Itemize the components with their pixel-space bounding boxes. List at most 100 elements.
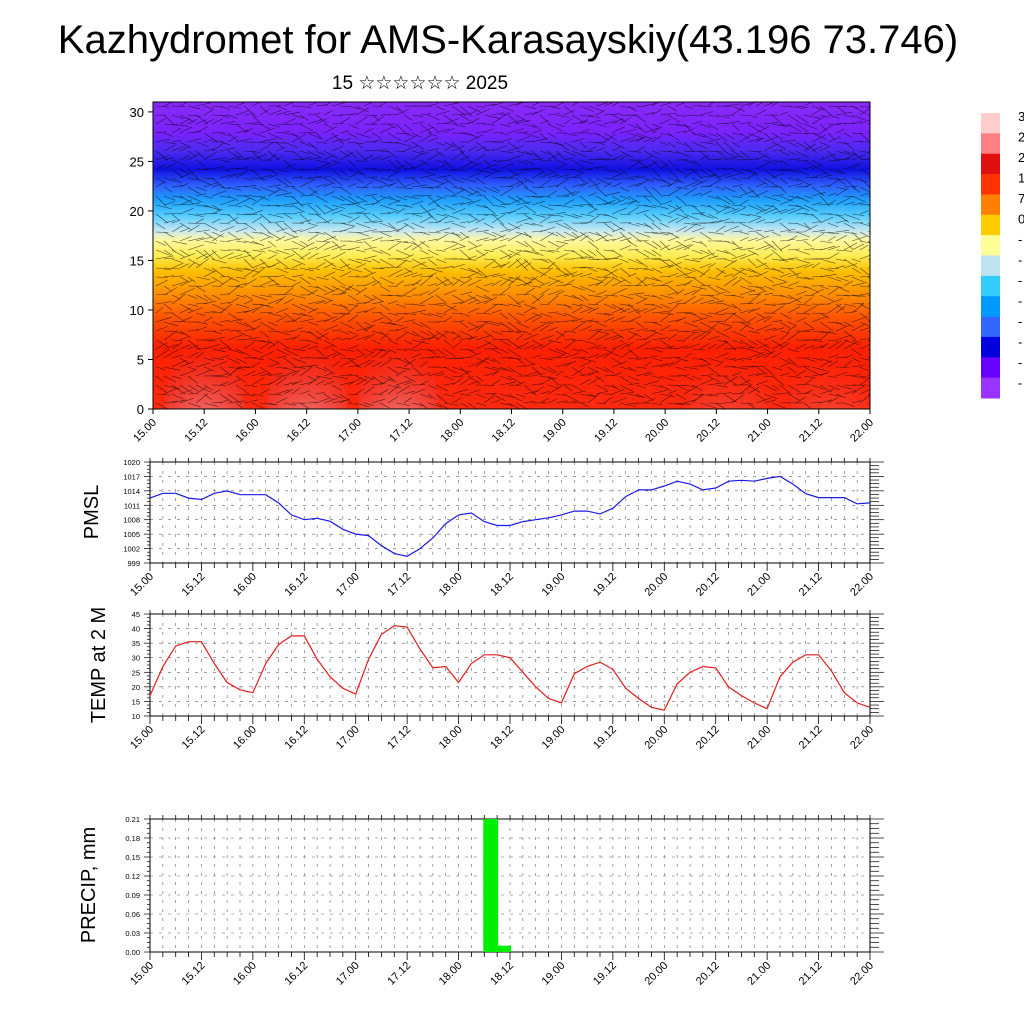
- wind-barb: [195, 347, 207, 350]
- wind-barb: [835, 150, 851, 156]
- wind-barb: [347, 304, 358, 314]
- wind-barb: [555, 231, 566, 239]
- wind-barb: [691, 159, 702, 168]
- wind-barb: [603, 177, 620, 180]
- wind-barb: [195, 326, 207, 332]
- wind-barb: [435, 276, 447, 286]
- wind-barb: [843, 114, 854, 118]
- wind-barb: [275, 389, 290, 395]
- wind-barb: [163, 303, 172, 311]
- wind-barb: [603, 249, 615, 252]
- wind-barb: [595, 158, 611, 161]
- wind-barb: [715, 321, 732, 327]
- wind-barb: [195, 159, 207, 168]
- wind-barb: [427, 137, 439, 143]
- colorbar-swatch: [981, 336, 1000, 358]
- wind-barb: [603, 199, 616, 206]
- wind-barb: [467, 227, 479, 233]
- wind-barb: [251, 114, 262, 125]
- wind-barb: [819, 332, 830, 341]
- colorbar-swatch: [981, 275, 1000, 297]
- wind-barb: [179, 168, 190, 175]
- wind-barb: [635, 231, 651, 238]
- wind-barb: [659, 325, 671, 332]
- wind-barb: [779, 197, 795, 206]
- wind-barb: [219, 293, 230, 296]
- wind-barb: [699, 299, 715, 305]
- wind-barb: [747, 339, 758, 346]
- wind-barb: [467, 109, 478, 116]
- x-tick-label: 18.00: [437, 571, 465, 599]
- wind-barb: [747, 316, 757, 323]
- wind-barb: [443, 339, 453, 347]
- wind-barb: [211, 208, 223, 215]
- wind-barb: [187, 114, 201, 117]
- wind-barb: [627, 150, 642, 153]
- wind-barb: [483, 303, 499, 314]
- wind-barb: [179, 227, 190, 233]
- wind-barb: [275, 267, 289, 274]
- y-tick-label: 20: [132, 683, 140, 692]
- wind-barb: [579, 118, 588, 125]
- wind-barb: [355, 105, 369, 113]
- x-tick-label: 22.00: [848, 571, 876, 599]
- wind-barb: [803, 183, 813, 188]
- wind-barb: [755, 150, 771, 159]
- wind-barb: [251, 285, 266, 288]
- wind-barb: [435, 320, 446, 323]
- wind-barb: [227, 366, 242, 377]
- wind-barb: [515, 300, 525, 305]
- wind-barb: [555, 352, 568, 359]
- wind-barb: [539, 204, 554, 211]
- wind-barb: [867, 131, 870, 134]
- wind-barb: [859, 267, 870, 277]
- wind-barb: [387, 228, 403, 233]
- wind-barb: [235, 357, 248, 365]
- wind-barb: [387, 384, 402, 389]
- wind-barb: [835, 177, 846, 185]
- wind-barb: [211, 330, 222, 335]
- y-tick-label: 1017: [123, 472, 140, 481]
- wind-barb: [179, 222, 193, 231]
- wind-barb: [371, 301, 385, 305]
- wind-barb: [387, 199, 401, 206]
- wind-barb: [251, 262, 266, 269]
- heatmap-fill: [153, 102, 870, 409]
- wind-barb: [691, 267, 706, 275]
- wind-barb: [483, 149, 494, 152]
- wind-barb: [483, 238, 497, 242]
- wind-barb: [659, 163, 669, 170]
- wind-barb: [379, 377, 392, 386]
- wind-barb: [371, 196, 387, 206]
- wind-barb: [827, 222, 839, 228]
- wind-barb: [699, 294, 715, 296]
- wind-barb: [547, 105, 561, 110]
- wind-barb: [539, 267, 554, 278]
- wind-barb: [531, 383, 544, 386]
- wind-barb: [379, 351, 389, 359]
- wind-barb: [507, 232, 523, 242]
- wind-barb: [379, 258, 395, 267]
- wind-barb: [571, 357, 587, 359]
- wind-barb: [667, 132, 680, 141]
- wind-barb: [443, 186, 455, 194]
- wind-barb: [283, 285, 294, 287]
- wind-barb: [299, 150, 311, 155]
- wind-barb: [827, 397, 838, 404]
- wind-barb: [491, 244, 507, 251]
- wind-barb: [771, 366, 783, 371]
- wind-barb: [795, 276, 811, 280]
- wind-barb: [587, 132, 601, 135]
- wind-barb: [643, 294, 656, 298]
- wind-barb: [451, 279, 461, 287]
- x-tick-label: 19.12: [591, 571, 619, 599]
- wind-barb: [523, 314, 539, 323]
- wind-barb: [283, 276, 297, 282]
- wind-barb: [667, 262, 682, 269]
- wind-barb: [707, 321, 724, 323]
- wind-barb: [459, 132, 473, 136]
- wind-barb: [643, 136, 657, 143]
- wind-barb: [619, 245, 632, 251]
- wind-barb: [779, 132, 791, 137]
- wind-barb: [315, 114, 327, 124]
